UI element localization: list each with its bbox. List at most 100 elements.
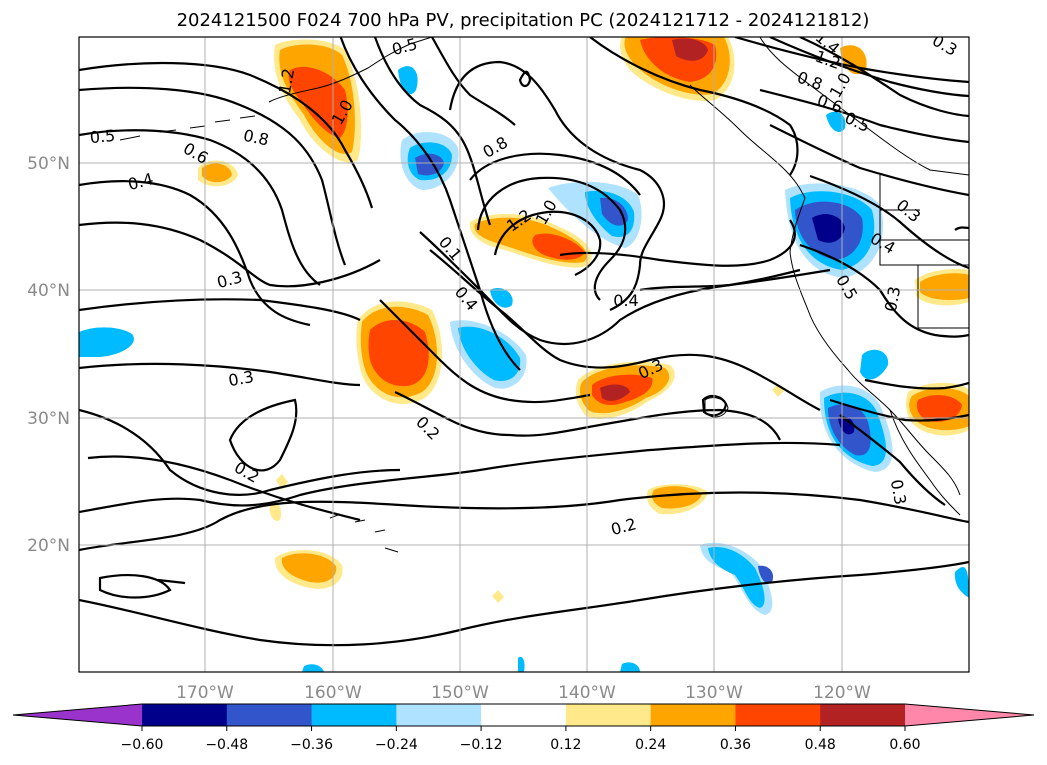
colorbar-segment [311,704,397,726]
neg-anomaly-pacific-west [79,327,134,357]
contour-label: 0.5 [390,34,420,59]
colorbar-extend-min [13,704,142,726]
pv-contour [98,574,172,599]
colorbar-segment [396,704,482,726]
colorbar-segment [142,704,228,726]
pv-contour [639,268,801,292]
border-state [880,209,969,329]
neg-anomaly-small [490,287,513,308]
colorbar-tick-label: 0.60 [889,737,920,753]
border-us-canada [879,175,969,266]
pv-contour [87,455,361,522]
colorbar-tick-label: −0.60 [121,737,164,753]
contour-label: 0.5 [89,126,116,147]
lon-label: 120°W [813,683,871,703]
pv-contour [379,299,591,404]
pv-contour [864,378,969,390]
contour-label: 0.4 [613,291,638,310]
lat-label: 50°N [27,154,70,174]
pv-contour [79,408,401,496]
pos-anomaly-dot-d [772,384,784,397]
contour-label: 1.2 [275,67,298,95]
lon-label: 160°W [304,683,362,703]
pv-contour [79,86,347,266]
coastline-alaska [268,37,433,103]
pos-anomaly-dot-a [269,502,282,521]
colorbar-tick-label: −0.24 [375,737,418,753]
neg-anomaly-nw-coast-deep [812,214,845,243]
pos-anomaly-se-coast-red [916,395,962,422]
coastline-baja [889,409,961,516]
pv-contour [769,124,969,197]
colorbar-tick-label: −0.12 [460,737,503,753]
neg-anomaly-subtropic-core [458,326,521,382]
pv-contour [839,414,946,506]
pos-anomaly-hawaii-core [281,553,337,583]
neg-anomaly-south-core [708,546,765,608]
map-frame [78,36,970,673]
gridlines [79,37,969,672]
pv-contour [589,37,799,176]
latitude-labels: 50°N 40°N 30°N 20°N [27,154,70,556]
contour-label: 0.8 [242,126,271,150]
figure-title: 2024121500 F024 700 hPa PV, precipitatio… [177,10,870,31]
coastline-hawaii [329,514,399,553]
lat-label: 30°N [27,409,70,429]
pv-contour [79,362,361,387]
pv-contour [429,249,821,411]
pv-contour [448,60,665,312]
pos-anomaly-canada-dark [672,38,708,61]
pv-contour [559,219,796,267]
pv-contour [79,441,841,514]
pv-contour [373,37,492,226]
pos-anomaly-subtropic-west-red [368,320,429,387]
pos-anomaly-east-edge-core [920,273,969,300]
contour-label: 0.3 [887,478,910,506]
pv-contour [394,391,781,441]
colorbar-segment [481,704,567,726]
neg-anomaly-se-corner [954,566,969,598]
lon-label: 140°W [558,683,616,703]
pos-anomaly-central-south-dark [600,384,630,401]
colorbar-segment [226,704,313,726]
pv-contour [701,394,728,417]
pv-contour [799,37,969,118]
lon-label: 170°W [176,683,234,703]
coastline-canada-arctic [759,37,969,176]
neg-anomaly-coast-strip [860,349,889,380]
pv-contour [518,70,532,88]
neg-anomaly-bottom-c [302,664,324,672]
coastline-bc [689,84,806,199]
pos-anomaly-southeast-core [652,486,702,509]
pv-contour [431,37,516,126]
pv-contour [493,210,602,276]
pv-contour [769,37,969,98]
colorbar: −0.60 −0.48 −0.36 −0.24 −0.12 0.12 0.24 0.36 0.4… [12,703,1035,753]
pos-anomaly-dot-c [492,590,504,603]
longitude-labels: 170°W 160°W 150°W 140°W 130°W 120°W [176,683,871,703]
contour-label: 0.3 [227,367,255,390]
colorbar-tick-label: −0.48 [205,737,248,753]
colorbar-tick-label: 0.24 [635,737,666,753]
pv-contour [79,221,381,288]
neg-anomaly-central-deep [600,197,628,226]
colorbar-extend-max [905,704,1034,726]
lon-label: 130°W [685,683,743,703]
pv-contour [954,226,969,231]
colorbar-tick-label: 0.36 [720,737,751,753]
colorbar-segment [565,704,652,726]
neg-anomaly-south-deep [758,565,774,584]
pv-contour [79,491,969,552]
lat-label: 20°N [27,536,70,556]
lat-label: 40°N [27,281,70,301]
pv-contour [476,176,627,301]
lon-label: 150°W [431,683,489,703]
neg-anomaly-north-edge [826,111,846,132]
contour-label: 0.3 [881,285,904,313]
neg-anomaly-bottom-a [518,656,525,672]
pv-contour [759,88,969,144]
pv-contour [79,560,969,647]
pv-contour [157,578,186,585]
pv-contour [339,37,521,371]
